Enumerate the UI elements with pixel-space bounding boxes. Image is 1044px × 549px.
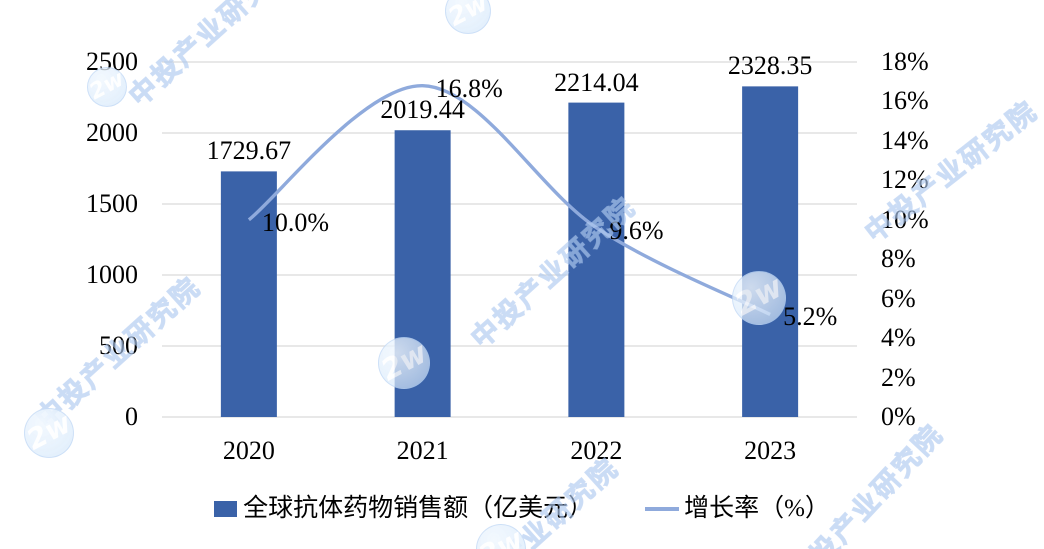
right-axis-tick: 6% bbox=[881, 283, 916, 313]
right-axis-tick: 0% bbox=[881, 402, 916, 431]
right-axis-tick: 12% bbox=[881, 165, 929, 195]
right-axis-tick: 10% bbox=[881, 204, 929, 234]
left-axis-tick: 2000 bbox=[86, 118, 138, 147]
bar-value-label: 2328.35 bbox=[727, 51, 813, 81]
legend-label-growth: 增长率（%） bbox=[684, 495, 830, 522]
right-axis-tick: 16% bbox=[881, 86, 929, 116]
bar-value-label: 2214.04 bbox=[554, 67, 639, 97]
bar-value-label: 1729.67 bbox=[206, 136, 292, 166]
category-label-2021: 2021 bbox=[396, 436, 449, 465]
bar-2021 bbox=[394, 130, 451, 418]
legend-item-sales: 全球抗体药物销售额（亿美元） bbox=[214, 494, 593, 524]
line-value-label: 16.8% bbox=[435, 73, 503, 103]
category-label-2020: 2020 bbox=[222, 436, 275, 465]
right-axis-tick: 14% bbox=[881, 125, 929, 155]
category-label-2022: 2022 bbox=[570, 436, 623, 465]
right-axis-tick: 8% bbox=[881, 244, 916, 274]
category-label-2023: 2023 bbox=[744, 436, 797, 465]
left-axis-tick: 0 bbox=[125, 402, 138, 431]
legend: 全球抗体药物销售额（亿美元） 增长率（%） bbox=[0, 494, 1044, 524]
left-axis-tick: 1500 bbox=[86, 189, 138, 218]
legend-label-sales: 全球抗体药物销售额（亿美元） bbox=[243, 495, 594, 522]
line-value-label: 9.6% bbox=[609, 215, 664, 245]
bar-2022 bbox=[568, 102, 625, 417]
growth-rate-line bbox=[247, 83, 771, 316]
bar-2023 bbox=[742, 86, 799, 417]
bar-2020 bbox=[220, 171, 277, 417]
right-axis-tick: 18% bbox=[881, 47, 929, 76]
left-axis-tick: 500 bbox=[99, 331, 138, 360]
bar-value-label: 2019.44 bbox=[380, 95, 465, 125]
line-series-swatch bbox=[645, 507, 680, 511]
left-axis-tick: 2500 bbox=[86, 47, 138, 76]
line-value-label: 10.0% bbox=[261, 207, 330, 237]
legend-item-growth: 增长率（%） bbox=[645, 494, 830, 524]
bar-series-swatch bbox=[214, 501, 238, 517]
left-axis-tick: 1000 bbox=[86, 260, 138, 289]
line-value-label: 5.2% bbox=[783, 302, 838, 332]
right-axis-tick: 2% bbox=[881, 362, 916, 392]
right-axis-tick: 4% bbox=[881, 323, 916, 353]
